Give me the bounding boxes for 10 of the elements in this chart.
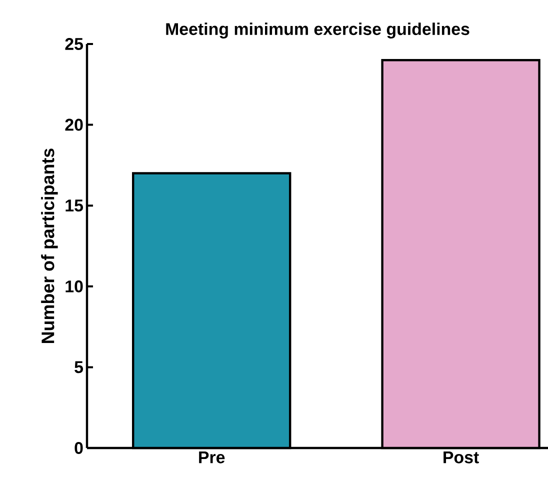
chart-title: Meeting minimum exercise guidelines [166, 22, 470, 38]
y-axis-title: Number of participants [41, 148, 58, 343]
x-tick-label: Pre [199, 452, 225, 464]
x-tick-label: Post [444, 452, 479, 464]
y-tick-label: 10 [66, 280, 83, 292]
y-tick-label: 20 [65, 118, 83, 131]
y-tick-label: 25 [65, 38, 84, 50]
y-tick-label: 0 [74, 442, 83, 454]
y-tick-label: 5 [74, 361, 84, 374]
y-tick-label: 15 [66, 200, 84, 212]
